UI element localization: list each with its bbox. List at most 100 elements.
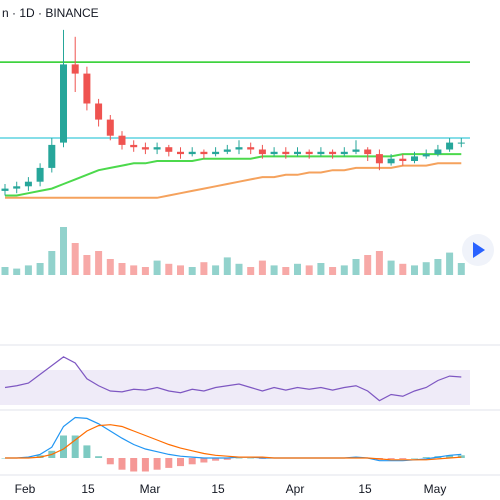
- macd-histogram: [153, 458, 161, 470]
- x-tick-label: 15: [211, 482, 225, 496]
- volume-bar: [95, 251, 103, 275]
- macd-histogram: [387, 458, 395, 459]
- candle-body: [352, 149, 360, 152]
- volume-bar: [60, 227, 67, 275]
- candle-body: [223, 149, 231, 152]
- x-tick-label: 15: [358, 482, 372, 496]
- macd-histogram: [422, 457, 430, 458]
- candle-body: [247, 147, 255, 150]
- candle-body: [434, 149, 442, 155]
- x-tick-label: 15: [81, 482, 95, 496]
- macd-line: [5, 416, 462, 462]
- candle-body: [188, 151, 196, 155]
- candle-body: [83, 73, 91, 104]
- signal-line: [5, 424, 462, 461]
- candle-body: [48, 144, 56, 168]
- macd-histogram: [188, 458, 196, 465]
- volume-bar: [399, 263, 407, 275]
- volume-bar: [223, 257, 231, 275]
- candle-body: [305, 151, 313, 155]
- volume-bar: [434, 259, 442, 275]
- macd-histogram: [83, 445, 91, 458]
- x-tick-label: Mar: [140, 482, 161, 496]
- macd-histogram: [95, 456, 103, 458]
- candle-body: [13, 186, 21, 189]
- candle-body: [1, 188, 9, 191]
- volume-bar: [235, 263, 243, 275]
- volume-bar: [270, 265, 278, 275]
- macd-histogram: [446, 455, 454, 458]
- macd-histogram: [247, 458, 255, 459]
- volume-bar: [457, 263, 465, 275]
- candle-body: [422, 154, 430, 157]
- candle-body: [177, 151, 184, 155]
- volume-bar: [71, 243, 79, 275]
- volume-bar: [153, 260, 161, 275]
- macd-histogram: [200, 458, 208, 463]
- volume-bar: [375, 251, 383, 275]
- macd-histogram: [165, 458, 173, 468]
- macd-histogram: [223, 458, 231, 460]
- candle-body: [235, 147, 243, 150]
- candle-body: [212, 151, 220, 155]
- volume-bar: [317, 263, 325, 275]
- volume-bar: [352, 259, 360, 275]
- candle-body: [340, 151, 348, 155]
- candle-body: [106, 119, 114, 136]
- volume-bar: [165, 263, 173, 275]
- macd-histogram: [141, 458, 149, 472]
- macd-histogram: [106, 458, 114, 465]
- rsi-band: [0, 370, 470, 405]
- macd-histogram: [411, 458, 418, 459]
- candle-body: [364, 149, 372, 155]
- rsi-line: [4, 356, 462, 402]
- candle-body: [446, 142, 454, 150]
- macd-histogram: [60, 435, 67, 458]
- candle-body: [165, 147, 173, 152]
- candle-body: [118, 135, 126, 145]
- candle-body: [130, 144, 138, 148]
- macd-histogram: [399, 458, 407, 459]
- candle-body: [141, 147, 149, 150]
- macd-histogram: [235, 458, 243, 459]
- macd-histogram: [130, 458, 138, 472]
- candle-body: [399, 158, 407, 161]
- volume-bar: [1, 267, 9, 275]
- volume-bar: [294, 263, 301, 275]
- volume-bar: [422, 262, 430, 275]
- candle-body: [71, 64, 79, 74]
- volume-bar: [188, 267, 196, 275]
- candle-body: [60, 64, 67, 143]
- volume-bar: [48, 251, 56, 275]
- volume-bar: [130, 265, 138, 275]
- volume-bar: [258, 260, 266, 275]
- macd-histogram: [457, 455, 465, 458]
- x-tick-label: Feb: [15, 482, 36, 496]
- x-tick-label: May: [424, 482, 447, 496]
- volume-bar: [364, 255, 372, 275]
- volume-bar: [200, 262, 208, 275]
- candle-body: [153, 147, 161, 150]
- candle-body: [294, 151, 301, 155]
- volume-bar: [247, 267, 255, 275]
- chart-title: n · 1D · BINANCE: [2, 6, 99, 20]
- candle-body: [95, 103, 103, 120]
- candle-body: [258, 149, 266, 155]
- play-icon[interactable]: [473, 242, 485, 258]
- volume-bar: [329, 267, 337, 275]
- volume-bar: [340, 265, 348, 275]
- volume-bar: [106, 259, 114, 275]
- macd-histogram: [71, 435, 79, 458]
- macd-histogram: [118, 458, 126, 470]
- volume-bar: [411, 265, 418, 275]
- macd-histogram: [212, 458, 220, 461]
- volume-bar: [36, 263, 44, 275]
- volume-bar: [305, 265, 313, 275]
- macd-histogram: [177, 458, 184, 467]
- candle-body: [200, 151, 208, 155]
- candle-body: [282, 151, 290, 155]
- volume-bar: [13, 268, 21, 275]
- moving-average: [5, 162, 462, 199]
- candle-body: [411, 156, 418, 161]
